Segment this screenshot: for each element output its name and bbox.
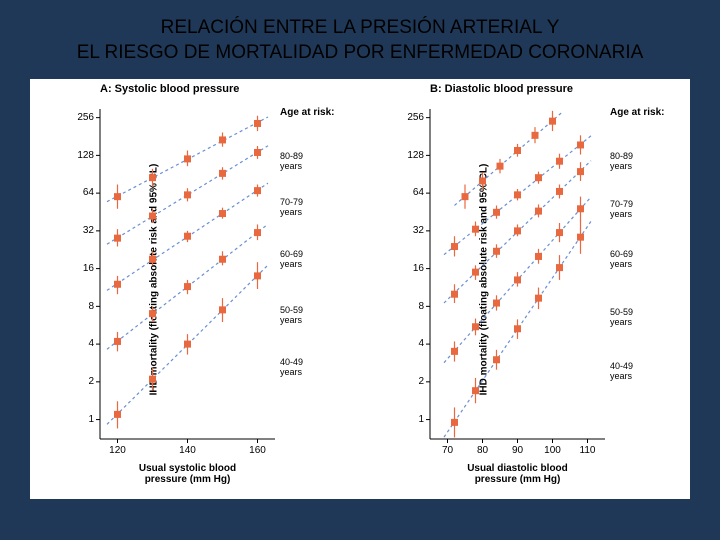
y-tick: 16 xyxy=(70,263,94,274)
legend-item: 70-79years xyxy=(610,199,633,219)
y-tick: 64 xyxy=(400,187,424,198)
x-tick: 160 xyxy=(243,445,273,456)
y-tick: 2 xyxy=(70,376,94,387)
x-tick: 70 xyxy=(433,445,463,456)
legend-item: 80-89years xyxy=(610,151,633,171)
legend-item: 70-79years xyxy=(280,197,303,217)
y-tick: 32 xyxy=(70,225,94,236)
slide: RELACIÓN ENTRE LA PRESIÓN ARTERIAL Y EL … xyxy=(0,0,720,540)
y-tick: 1 xyxy=(400,414,424,425)
y-tick: 8 xyxy=(70,301,94,312)
y-tick: 1 xyxy=(70,414,94,425)
y-tick: 64 xyxy=(70,187,94,198)
panel-systolic: A: Systolic blood pressureIHD mortality … xyxy=(30,79,360,499)
legend-item: 50-59years xyxy=(280,305,303,325)
y-tick: 16 xyxy=(400,263,424,274)
x-tick: 140 xyxy=(173,445,203,456)
legend-item: 60-69years xyxy=(610,249,633,269)
chart-area: A: Systolic blood pressureIHD mortality … xyxy=(30,79,690,499)
x-tick: 80 xyxy=(468,445,498,456)
legend-title: Age at risk: xyxy=(610,107,664,118)
legend-item: 40-49years xyxy=(280,357,303,377)
y-tick: 8 xyxy=(400,301,424,312)
x-tick: 120 xyxy=(103,445,133,456)
panel-diastolic: B: Diastolic blood pressureIHD mortality… xyxy=(360,79,690,499)
x-tick: 90 xyxy=(503,445,533,456)
title-line-2: EL RIESGO DE MORTALIDAD POR ENFERMEDAD C… xyxy=(77,42,644,63)
legend-item: 60-69years xyxy=(280,249,303,269)
x-axis-label: Usual systolic blood pressure (mm Hg) xyxy=(118,463,258,485)
y-tick: 32 xyxy=(400,225,424,236)
x-tick: 110 xyxy=(573,445,603,456)
y-tick: 256 xyxy=(400,112,424,123)
y-tick: 4 xyxy=(70,338,94,349)
y-tick: 4 xyxy=(400,338,424,349)
y-tick: 128 xyxy=(70,150,94,161)
legend-item: 50-59years xyxy=(610,307,633,327)
x-tick: 100 xyxy=(538,445,568,456)
x-axis-label: Usual diastolic blood pressure (mm Hg) xyxy=(448,463,588,485)
slide-title: RELACIÓN ENTRE LA PRESIÓN ARTERIAL Y EL … xyxy=(0,0,720,71)
title-line-1: RELACIÓN ENTRE LA PRESIÓN ARTERIAL Y xyxy=(161,17,560,38)
chart-svg xyxy=(30,79,285,449)
legend-item: 80-89years xyxy=(280,151,303,171)
y-tick: 256 xyxy=(70,112,94,123)
chart-svg xyxy=(360,79,615,449)
legend-item: 40-49years xyxy=(610,361,633,381)
y-tick: 2 xyxy=(400,376,424,387)
y-tick: 128 xyxy=(400,150,424,161)
legend-title: Age at risk: xyxy=(280,107,334,118)
